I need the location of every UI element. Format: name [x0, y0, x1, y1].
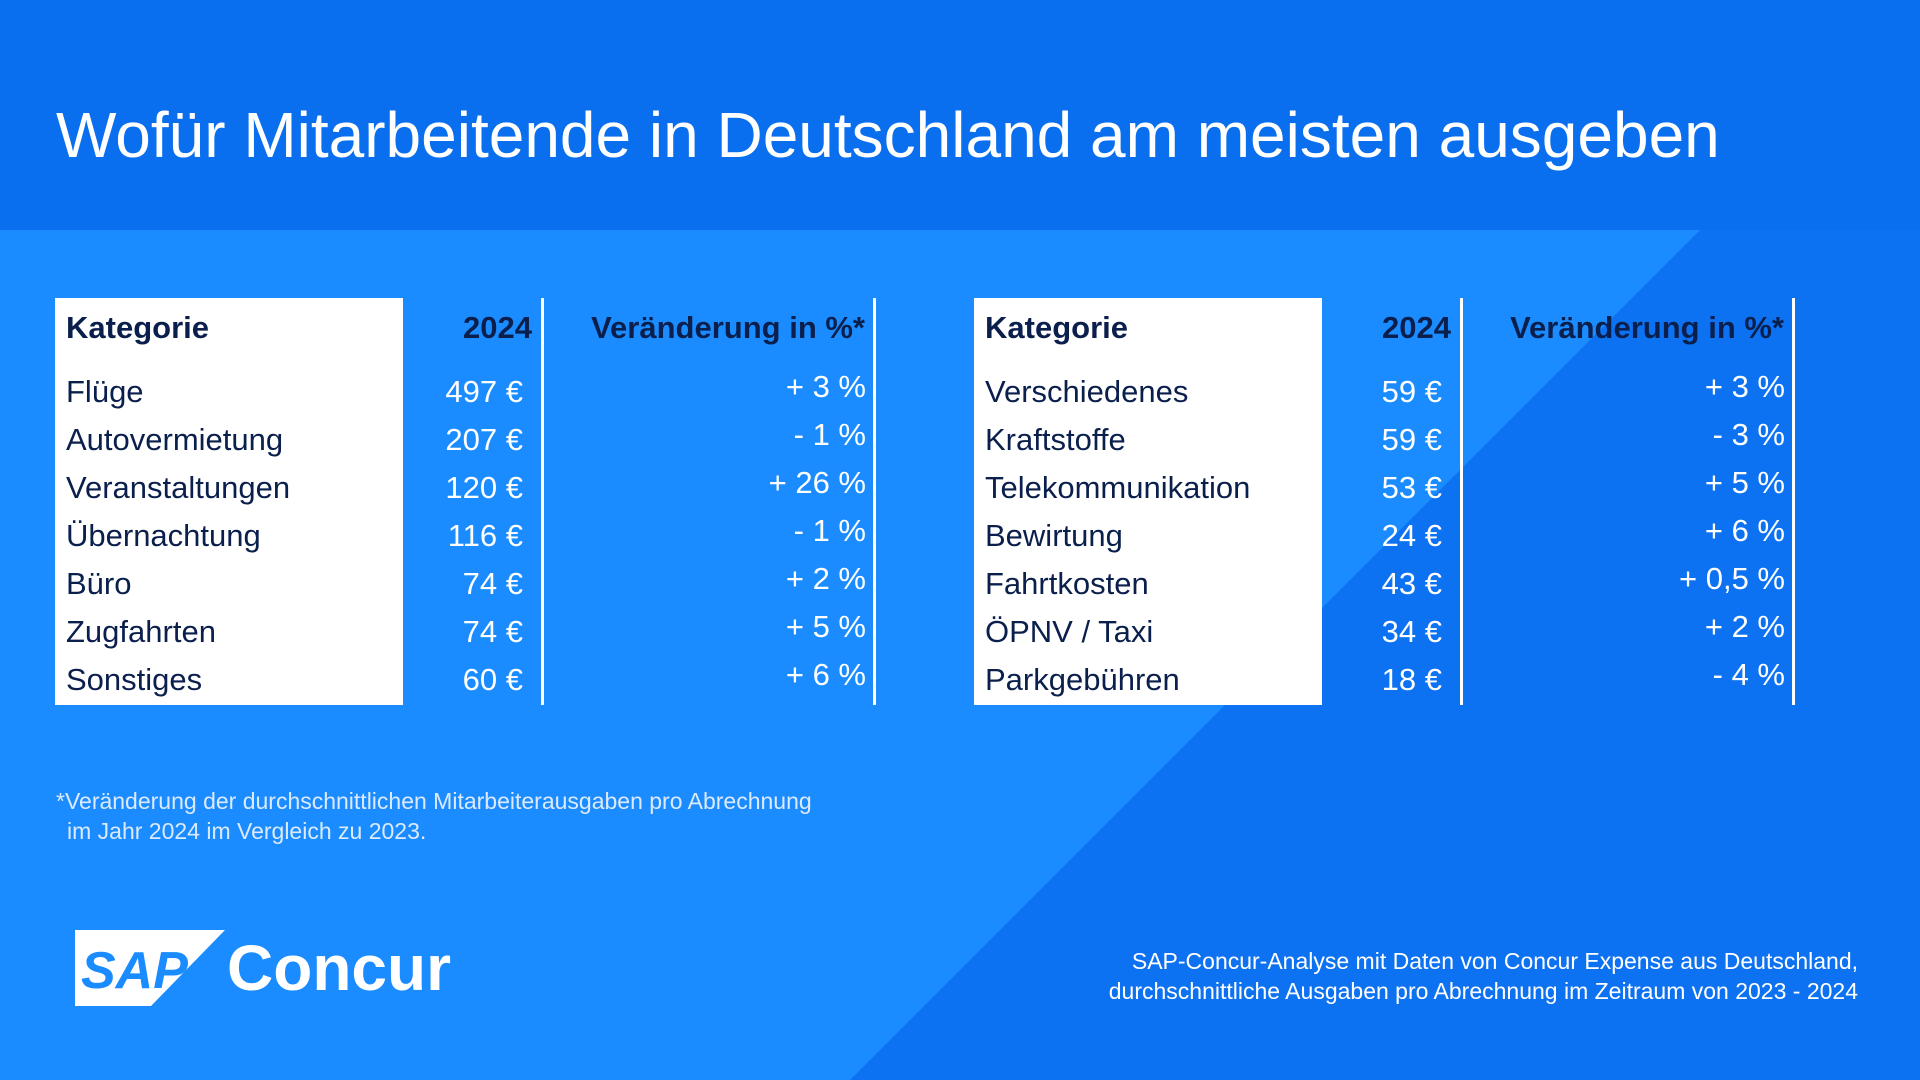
category-cell: Büro: [66, 566, 132, 601]
column-divider: [1792, 298, 1795, 705]
change-cell: + 5 %: [1704, 465, 1785, 500]
change-cell: - 1 %: [793, 417, 866, 452]
table-row: Autovermietung 207 € - 1 %: [55, 417, 875, 470]
category-cell: Bewirtung: [985, 518, 1123, 553]
table-row: Kraftstoffe 59 € - 3 %: [974, 417, 1794, 470]
change-cell: + 6 %: [1704, 513, 1785, 548]
value-cell: 74 €: [462, 614, 523, 649]
value-cell: 120 €: [445, 470, 523, 505]
category-cell: Flüge: [66, 374, 144, 409]
page-title: Wofür Mitarbeitende in Deutschland am me…: [56, 99, 1720, 171]
column-divider: [873, 298, 876, 705]
concur-logo-text: Concur: [227, 932, 451, 1004]
table-row: ÖPNV / Taxi 34 € + 2 %: [974, 609, 1794, 662]
category-cell: ÖPNV / Taxi: [985, 614, 1154, 649]
category-cell: Sonstiges: [66, 662, 203, 697]
value-cell: 60 €: [462, 662, 523, 697]
table-row: Verschiedenes 59 € + 3 %: [974, 369, 1794, 422]
footnote-line-1: *Veränderung der durchschnittlichen Mita…: [56, 788, 812, 814]
table-row: Veranstaltungen 120 € + 26 %: [55, 465, 875, 518]
value-cell: 24 €: [1381, 518, 1442, 553]
column-divider: [1460, 298, 1463, 705]
source-line-1: SAP-Concur-Analyse mit Daten von Concur …: [1131, 948, 1858, 974]
category-box: [974, 298, 1322, 705]
change-cell: + 3 %: [785, 369, 866, 404]
table-row: Übernachtung 116 € - 1 %: [55, 513, 875, 566]
value-cell: 53 €: [1381, 470, 1442, 505]
header-category: Kategorie: [66, 310, 209, 345]
change-cell: - 4 %: [1712, 657, 1785, 692]
value-cell: 74 €: [462, 566, 523, 601]
category-cell: Zugfahrten: [66, 614, 216, 649]
header-bar: [0, 0, 1920, 230]
table-row: Flüge 497 € + 3 %: [55, 369, 875, 422]
sap-concur-logo: SAP Concur: [75, 930, 451, 1006]
change-cell: + 0,5 %: [1679, 561, 1785, 596]
sap-logo-badge: SAP: [75, 930, 225, 1006]
category-cell: Übernachtung: [66, 518, 261, 553]
footnote: *Veränderung der durchschnittlichen Mita…: [56, 786, 916, 846]
header-year: 2024: [1382, 310, 1451, 345]
category-cell: Fahrtkosten: [985, 566, 1149, 601]
category-cell: Autovermietung: [66, 422, 284, 457]
table-rows: Verschiedenes 59 € + 3 % Kraftstoffe 59 € - 3…: [974, 369, 1794, 710]
value-cell: 497 €: [445, 374, 523, 409]
change-cell: + 2 %: [1704, 609, 1785, 644]
table-row: Zugfahrten 74 € + 5 %: [55, 609, 875, 662]
table-row: Bewirtung 24 € + 6 %: [974, 513, 1794, 566]
header-change: Veränderung in %*: [591, 310, 865, 345]
category-box: [55, 298, 403, 705]
source-note: SAP-Concur-Analyse mit Daten von Concur …: [1109, 946, 1858, 1006]
header-change: Veränderung in %*: [1510, 310, 1784, 345]
table-rows: Flüge 497 € + 3 % Autovermietung 207 € - 1 % V…: [55, 369, 875, 710]
sap-logo-text: SAP: [81, 942, 188, 1000]
value-cell: 116 €: [447, 518, 523, 553]
table-row: Parkgebühren 18 € - 4 %: [974, 657, 1794, 710]
change-cell: + 2 %: [785, 561, 866, 596]
table-row: Sonstiges 60 € + 6 %: [55, 657, 875, 710]
header-year: 2024: [463, 310, 532, 345]
table-row: Telekommunikation 53 € + 5 %: [974, 465, 1794, 518]
value-cell: 34 €: [1381, 614, 1442, 649]
change-cell: + 6 %: [785, 657, 866, 692]
category-cell: Telekommunikation: [985, 470, 1251, 505]
value-cell: 18 €: [1381, 662, 1442, 697]
category-cell: Verschiedenes: [985, 374, 1189, 409]
change-cell: + 26 %: [768, 465, 866, 500]
table-row: Büro 74 € + 2 %: [55, 561, 875, 614]
value-cell: 59 €: [1381, 422, 1442, 457]
table-row: Fahrtkosten 43 € + 0,5 %: [974, 561, 1794, 614]
value-cell: 207 €: [445, 422, 523, 457]
change-cell: + 5 %: [785, 609, 866, 644]
value-cell: 43 €: [1381, 566, 1442, 601]
change-cell: + 3 %: [1704, 369, 1785, 404]
category-cell: Veranstaltungen: [66, 470, 291, 505]
column-divider: [541, 298, 544, 705]
category-cell: Kraftstoffe: [985, 422, 1126, 457]
change-cell: - 1 %: [793, 513, 866, 548]
value-cell: 59 €: [1381, 374, 1442, 409]
header-category: Kategorie: [985, 310, 1128, 345]
footnote-line-2: im Jahr 2024 im Vergleich zu 2023.: [67, 818, 427, 844]
change-cell: - 3 %: [1712, 417, 1785, 452]
source-line-2: durchschnittliche Ausgaben pro Abrechnun…: [1108, 978, 1858, 1004]
category-cell: Parkgebühren: [985, 662, 1180, 697]
